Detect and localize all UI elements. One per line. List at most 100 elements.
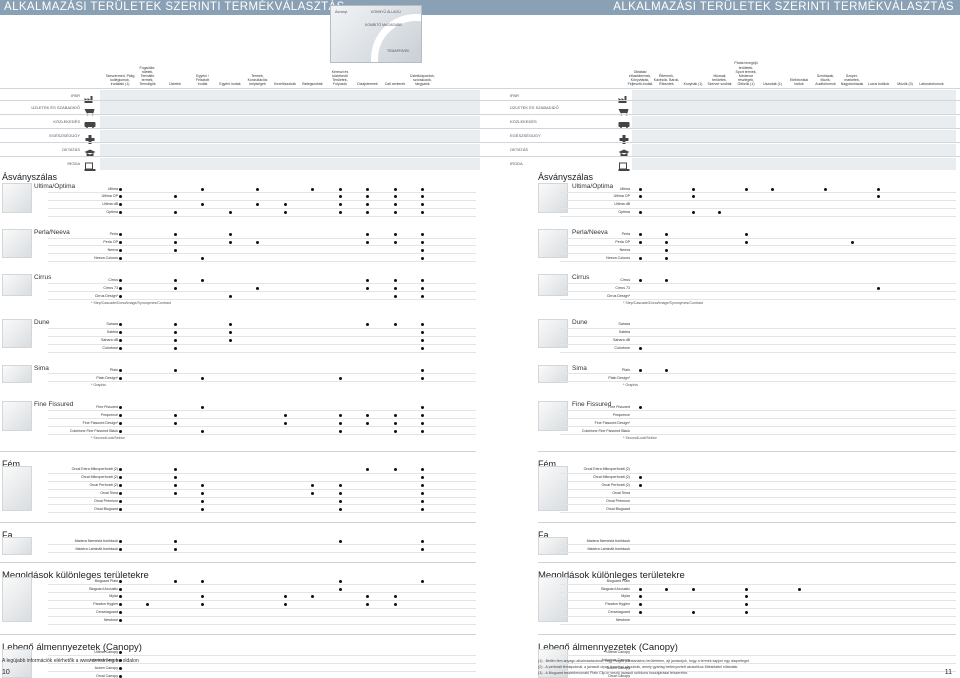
availability-dot	[173, 211, 177, 215]
availability-dot	[201, 187, 204, 191]
product-row-line	[48, 261, 476, 262]
product-name: Cirrus Design*	[606, 293, 630, 298]
product-thumbnail	[2, 465, 32, 512]
section-title: Lebegő álmennyezetek (Canopy)	[2, 637, 142, 655]
availability-dot	[421, 278, 424, 282]
availability-dot	[338, 187, 342, 191]
availability-dot	[256, 187, 259, 191]
availability-dot	[118, 603, 122, 607]
column-header: Múzsak területek, Szerver szobák	[707, 73, 732, 86]
education-icon	[617, 145, 631, 157]
group-heading: Cirrus	[34, 274, 52, 282]
availability-dot	[118, 347, 122, 351]
product-name: Optima	[618, 210, 630, 215]
column-header: Dizájntermek	[357, 81, 378, 86]
product-row-line	[48, 584, 476, 585]
column-header: Call centerek	[384, 81, 406, 86]
product-row-line	[48, 343, 476, 345]
group-footnote: * Graphis	[91, 383, 106, 388]
availability-dot	[421, 539, 424, 543]
product-thumbnail	[538, 401, 568, 431]
availability-dot	[665, 241, 668, 244]
section-title: Fém	[538, 454, 556, 472]
category-strip	[100, 116, 480, 128]
footnote-3: (3) - A Bioguard feszekbevonatú Plain Cl…	[538, 671, 689, 675]
product-row-line	[560, 327, 956, 329]
column-header: Kezelőszobák	[274, 81, 296, 86]
availability-dot	[118, 468, 122, 472]
availability-dot	[118, 369, 122, 372]
column-header: Laboratóriumok	[919, 81, 944, 86]
availability-dot	[691, 195, 695, 199]
product-thumbnail	[2, 401, 32, 431]
category-row: OKTATÁS	[480, 142, 960, 157]
product-row-line	[560, 191, 956, 193]
product-row-line	[560, 433, 956, 435]
health-icon	[83, 131, 97, 144]
availability-dot	[173, 476, 177, 480]
availability-dot	[173, 278, 177, 282]
availability-dot	[393, 595, 397, 599]
product-name: Sabbia	[618, 330, 630, 335]
column-header: Uszodák (1)	[763, 81, 782, 86]
product-row-line	[48, 655, 476, 656]
left-category-rows: IPAR ÜZLETEK ÉS SZABADIDŐ KÖZLEKEDÉS EGÉSZS…	[0, 88, 480, 171]
section-heading: Fa	[2, 530, 13, 541]
availability-dot	[421, 405, 424, 409]
availability-dot	[691, 187, 695, 191]
availability-dot	[393, 323, 397, 327]
product-name: Orcal Extra Mikroperforált (2)	[583, 467, 630, 472]
product-row-line	[48, 671, 476, 672]
availability-dot	[421, 579, 424, 583]
availability-dot	[118, 211, 122, 215]
availability-dot	[421, 256, 424, 260]
column-header: Luxus butikok	[867, 81, 890, 86]
availability-dot	[173, 195, 177, 199]
availability-dot	[797, 587, 801, 591]
shop-icon	[83, 103, 97, 116]
product-row-line	[560, 591, 956, 593]
category-strip	[632, 130, 956, 142]
product-thumbnail	[538, 577, 568, 623]
category-row: KÖZLEKEDÉS	[480, 114, 960, 129]
group-heading: Perla/Neeva	[34, 228, 70, 236]
product-row-line	[48, 504, 476, 505]
product-row-line	[48, 472, 476, 474]
availability-dot	[771, 187, 774, 191]
availability-dot	[421, 248, 424, 252]
product-name: Fine Fissured	[96, 404, 118, 409]
product-name: Neeva Colours	[94, 255, 118, 260]
product-name: Ultima OP	[613, 194, 630, 199]
category-label: KÖZLEKEDÉS	[510, 119, 537, 124]
product-row-line	[48, 351, 476, 352]
availability-dot	[393, 241, 397, 244]
office-icon	[617, 159, 631, 171]
availability-dot	[118, 286, 122, 290]
category-label: IRODA	[67, 161, 80, 166]
availability-dot	[173, 339, 177, 343]
availability-dot	[393, 429, 397, 433]
product-row-line	[48, 199, 476, 201]
availability-dot	[421, 369, 424, 372]
group-footnote: * Graphis	[623, 383, 638, 388]
availability-dot	[118, 611, 122, 615]
column-header: Üzletek	[169, 81, 181, 86]
availability-dot	[201, 429, 204, 433]
product-name: Orcal Canopy	[96, 673, 118, 678]
availability-dot	[638, 484, 642, 488]
product-row-line	[48, 373, 476, 374]
product-thumbnail	[2, 577, 32, 623]
transport-icon	[617, 117, 631, 129]
product-row-line	[560, 496, 956, 497]
product-name: Bioguard Acoustic	[601, 586, 630, 591]
availability-dot	[118, 405, 122, 409]
product-row-line	[48, 433, 476, 435]
availability-dot	[393, 211, 397, 215]
product-name: Bioguard Plain	[94, 578, 118, 583]
availability-dot	[638, 369, 642, 372]
product-thumbnail	[2, 364, 32, 383]
category-label: ÜZLETEK ÉS SZABADIDŐ	[31, 105, 80, 110]
category-row: IRODA	[480, 156, 960, 171]
availability-dot	[638, 241, 642, 244]
group-heading: Dune	[572, 318, 588, 326]
